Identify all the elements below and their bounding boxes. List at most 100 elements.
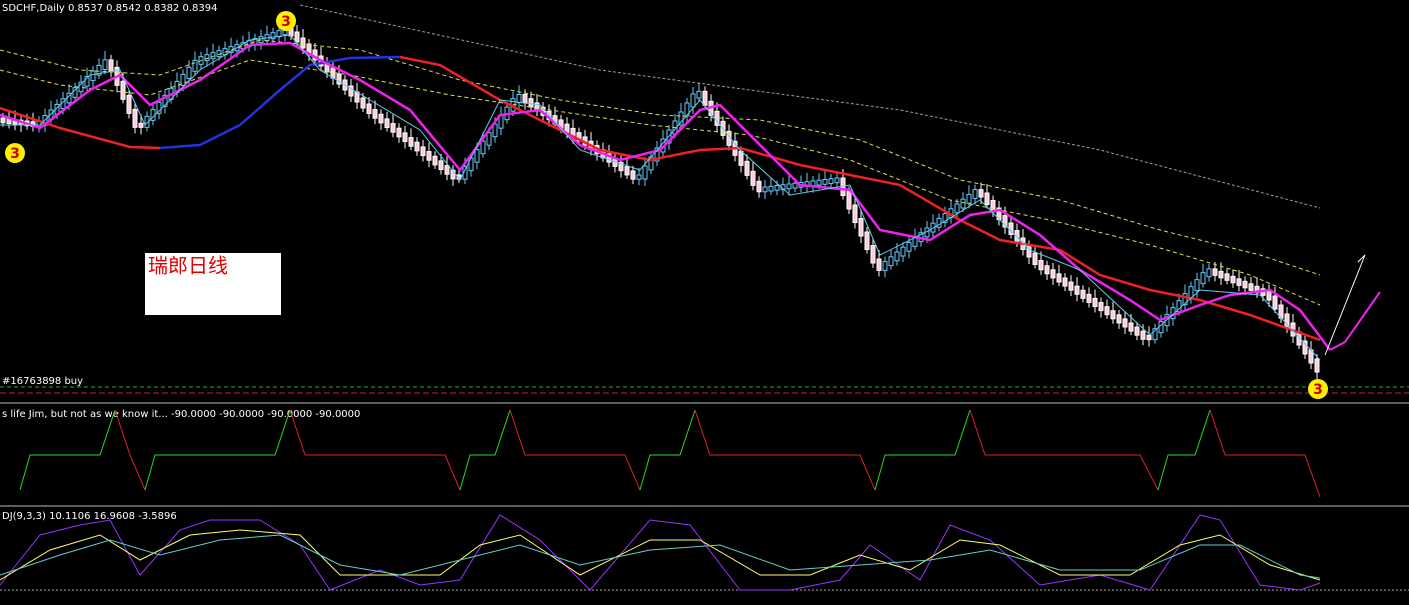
ma-red bbox=[399, 55, 1321, 342]
candle-body bbox=[84, 76, 90, 87]
candle-body bbox=[384, 118, 390, 129]
candle-body bbox=[108, 59, 114, 72]
candle-body bbox=[1242, 280, 1248, 289]
candle-body bbox=[1236, 278, 1242, 286]
candle-body bbox=[1182, 293, 1188, 306]
candle-body bbox=[954, 203, 960, 214]
candle-body bbox=[792, 182, 798, 189]
wave-marker bbox=[1308, 379, 1328, 399]
candle-body bbox=[912, 237, 918, 247]
candle-body bbox=[702, 90, 708, 106]
candle-body bbox=[492, 123, 498, 138]
kdj-d bbox=[0, 529, 1321, 581]
candle-body bbox=[756, 180, 762, 193]
candle-body bbox=[888, 256, 894, 267]
candle-body bbox=[1056, 273, 1062, 283]
candle-body bbox=[444, 165, 450, 175]
candle-body bbox=[906, 241, 912, 252]
candle-body bbox=[162, 94, 168, 107]
wave-marker bbox=[5, 143, 25, 163]
projection bbox=[1324, 254, 1366, 356]
candle-body bbox=[1272, 295, 1278, 310]
candle-body bbox=[822, 179, 828, 185]
candle-body bbox=[402, 132, 408, 143]
candle-body bbox=[1224, 273, 1230, 281]
candle-body bbox=[270, 32, 276, 40]
candle-body bbox=[828, 178, 834, 184]
candle-body bbox=[894, 251, 900, 262]
candle-body bbox=[576, 132, 582, 142]
candle-body bbox=[1116, 314, 1122, 324]
candle-body bbox=[102, 59, 108, 70]
candle-body bbox=[1218, 270, 1224, 279]
step-line bbox=[874, 409, 971, 491]
candle-body bbox=[366, 103, 372, 115]
step-line bbox=[114, 409, 146, 491]
candle-body bbox=[480, 140, 486, 155]
candle-body bbox=[972, 189, 978, 199]
ma-cyan bbox=[0, 34, 1321, 361]
candle-body bbox=[642, 165, 648, 180]
candle-body bbox=[1002, 215, 1008, 228]
candle-body bbox=[738, 150, 744, 166]
step-line bbox=[144, 409, 291, 491]
candle-body bbox=[900, 246, 906, 257]
candle-body bbox=[852, 204, 858, 223]
symbol-info: SDCHF,Daily 0.8537 0.8542 0.8382 0.8394 bbox=[2, 3, 217, 14]
candle-body bbox=[936, 217, 942, 228]
indicator-info: s life Jim, but not as we know it... -90… bbox=[2, 409, 360, 420]
candle-body bbox=[336, 73, 342, 85]
candle-body bbox=[1200, 272, 1206, 285]
candle-body bbox=[120, 80, 126, 100]
candle-body bbox=[96, 64, 102, 76]
candle-body bbox=[1152, 328, 1158, 341]
kdj-k bbox=[0, 534, 1321, 579]
candle-body bbox=[960, 198, 966, 209]
candle-body bbox=[1080, 289, 1086, 299]
candle-body bbox=[1110, 310, 1116, 320]
candle-body bbox=[966, 193, 972, 204]
candle-body bbox=[1248, 283, 1254, 291]
candle-body bbox=[786, 183, 792, 190]
candle-body bbox=[192, 59, 198, 72]
candle-body bbox=[1212, 268, 1218, 276]
candle-body bbox=[1038, 260, 1044, 271]
candle-body bbox=[654, 147, 660, 162]
step-line bbox=[459, 409, 511, 491]
candle-body bbox=[186, 66, 192, 79]
order-info: #16763898 buy bbox=[2, 376, 83, 387]
wave-label: 3 bbox=[281, 14, 291, 30]
step-line bbox=[289, 409, 461, 491]
candle-body bbox=[630, 170, 636, 180]
candle-body bbox=[696, 90, 702, 99]
candle-body bbox=[1050, 269, 1056, 279]
candle-body bbox=[438, 160, 444, 171]
candle-body bbox=[690, 93, 696, 108]
candle-body bbox=[516, 93, 522, 104]
candle-body bbox=[432, 155, 438, 166]
label-box bbox=[145, 253, 281, 315]
candle-body bbox=[678, 111, 684, 126]
candle-body bbox=[348, 85, 354, 97]
ma-magenta bbox=[0, 41, 1331, 351]
candle-body bbox=[156, 101, 162, 114]
candle-body bbox=[396, 127, 402, 138]
candle-body bbox=[978, 189, 984, 198]
ma-blue bbox=[159, 55, 401, 150]
candle-body bbox=[1104, 306, 1110, 316]
candle-body bbox=[930, 222, 936, 233]
candle-body bbox=[126, 94, 132, 114]
candle-body bbox=[864, 231, 870, 250]
candle-body bbox=[450, 169, 456, 180]
candle-body bbox=[870, 245, 876, 264]
projection bbox=[1329, 291, 1381, 351]
candle-body bbox=[816, 179, 822, 186]
candle-body bbox=[1086, 293, 1092, 303]
candle-body bbox=[750, 170, 756, 186]
chart-label: 瑞郎日线 bbox=[148, 254, 228, 278]
candle-body bbox=[768, 185, 774, 192]
step-line bbox=[694, 409, 876, 491]
candle-body bbox=[414, 141, 420, 152]
candle-body bbox=[1206, 268, 1212, 278]
candle-body bbox=[606, 153, 612, 163]
